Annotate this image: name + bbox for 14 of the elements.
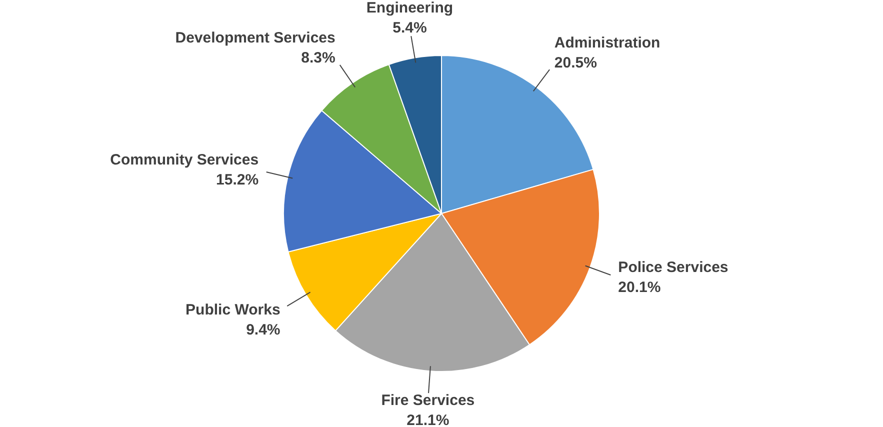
slice-label: Fire Services: [381, 392, 475, 410]
data-label: 20.5%: [554, 54, 597, 72]
data-label: 5.4%: [392, 19, 427, 36]
slice-label: Community Services: [110, 151, 259, 168]
slice-label: Administration: [554, 34, 660, 52]
data-label: 21.1%: [406, 412, 450, 427]
slice-label: Engineering: [366, 0, 454, 16]
slice-label: Public Works: [186, 301, 280, 318]
data-label: 9.4%: [246, 321, 280, 338]
data-label: 8.3%: [301, 49, 336, 66]
slice-label: Police Services: [618, 258, 728, 276]
data-label: 20.1%: [618, 278, 661, 296]
slice-label: Development Services: [175, 29, 336, 46]
data-label: 15.2%: [216, 171, 259, 188]
